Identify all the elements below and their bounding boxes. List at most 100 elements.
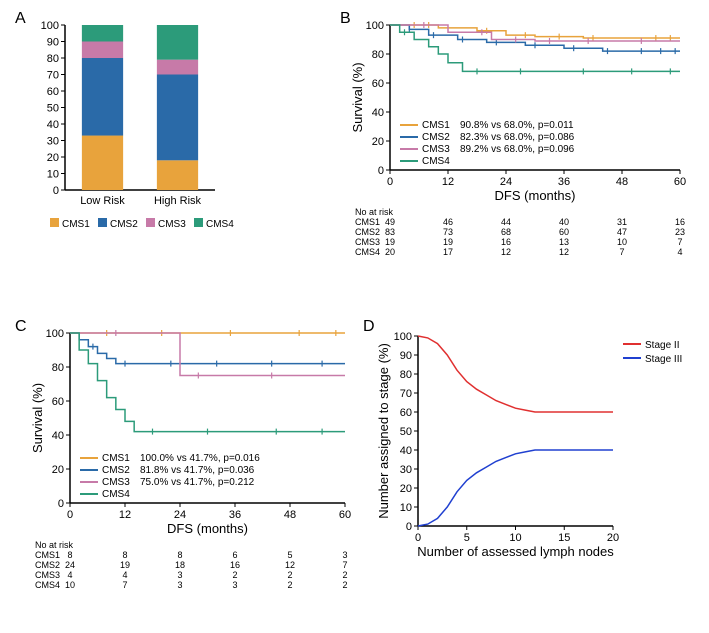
svg-text:20: 20 — [372, 136, 384, 148]
svg-text:DFS (months): DFS (months) — [495, 188, 576, 203]
svg-text:4: 4 — [122, 570, 127, 580]
svg-text:0: 0 — [415, 532, 421, 544]
svg-text:31: 31 — [617, 217, 627, 227]
svg-text:100: 100 — [41, 20, 59, 32]
svg-text:12: 12 — [559, 247, 569, 257]
svg-text:Low Risk: Low Risk — [80, 195, 125, 207]
svg-text:30: 30 — [47, 136, 59, 148]
svg-text:23: 23 — [675, 227, 685, 237]
svg-text:10: 10 — [400, 502, 412, 514]
svg-text:No at risk: No at risk — [35, 540, 74, 550]
svg-text:19: 19 — [443, 237, 453, 247]
svg-text:80: 80 — [400, 369, 412, 381]
svg-text:CMS3: CMS3 — [158, 219, 186, 230]
svg-text:13: 13 — [559, 237, 569, 247]
svg-text:6: 6 — [232, 550, 237, 560]
svg-text:40: 40 — [372, 107, 384, 119]
svg-text:40: 40 — [559, 217, 569, 227]
svg-text:4: 4 — [67, 570, 72, 580]
svg-text:50: 50 — [47, 103, 59, 115]
svg-text:3: 3 — [232, 580, 237, 590]
svg-text:36: 36 — [229, 509, 241, 521]
svg-text:0: 0 — [58, 498, 64, 510]
svg-text:36: 36 — [558, 176, 570, 188]
svg-text:5: 5 — [464, 532, 470, 544]
svg-text:3: 3 — [342, 550, 347, 560]
svg-text:70: 70 — [400, 388, 412, 400]
svg-text:20: 20 — [385, 247, 395, 257]
svg-text:100: 100 — [46, 328, 64, 340]
svg-text:CMS1: CMS1 — [355, 217, 380, 227]
svg-text:15: 15 — [558, 532, 570, 544]
svg-text:2: 2 — [342, 580, 347, 590]
svg-text:7: 7 — [122, 580, 127, 590]
svg-text:70: 70 — [47, 70, 59, 82]
svg-text:17: 17 — [443, 247, 453, 257]
svg-text:3: 3 — [177, 580, 182, 590]
svg-text:CMS3: CMS3 — [35, 570, 60, 580]
figure-container: A 0102030405060708090100Low RiskHigh Ris… — [10, 10, 699, 623]
svg-text:100: 100 — [394, 331, 412, 343]
svg-text:24: 24 — [174, 509, 186, 521]
svg-text:82.3% vs 68.0%, p=0.086: 82.3% vs 68.0%, p=0.086 — [460, 132, 575, 143]
svg-text:47: 47 — [617, 227, 627, 237]
svg-text:CMS3: CMS3 — [102, 477, 130, 488]
svg-text:0: 0 — [387, 176, 393, 188]
svg-text:46: 46 — [443, 217, 453, 227]
panel-a-label: A — [15, 10, 26, 28]
svg-text:10: 10 — [617, 237, 627, 247]
svg-text:49: 49 — [385, 217, 395, 227]
svg-text:90.8% vs 68.0%, p=0.011: 90.8% vs 68.0%, p=0.011 — [460, 120, 574, 131]
svg-text:90: 90 — [47, 37, 59, 49]
svg-text:DFS (months): DFS (months) — [167, 521, 248, 536]
svg-text:2: 2 — [287, 580, 292, 590]
svg-text:No at risk: No at risk — [355, 207, 394, 217]
svg-text:20: 20 — [47, 152, 59, 164]
svg-text:60: 60 — [47, 86, 59, 98]
svg-text:CMS3: CMS3 — [422, 144, 450, 155]
svg-text:100.0% vs 41.7%, p=0.016: 100.0% vs 41.7%, p=0.016 — [140, 453, 260, 464]
svg-text:Number assigned to stage (%): Number assigned to stage (%) — [376, 343, 391, 519]
svg-text:CMS1: CMS1 — [102, 453, 130, 464]
svg-text:5: 5 — [287, 550, 292, 560]
svg-text:20: 20 — [52, 464, 64, 476]
svg-text:CMS4: CMS4 — [422, 156, 450, 167]
svg-text:19: 19 — [385, 237, 395, 247]
svg-text:60: 60 — [372, 78, 384, 90]
svg-text:60: 60 — [339, 509, 351, 521]
svg-text:2: 2 — [232, 570, 237, 580]
svg-text:CMS4: CMS4 — [206, 219, 234, 230]
svg-text:16: 16 — [675, 217, 685, 227]
svg-text:10: 10 — [65, 580, 75, 590]
panel-b-chart: 01224364860020406080100DFS (months)Survi… — [345, 20, 700, 275]
svg-text:60: 60 — [52, 396, 64, 408]
svg-text:CMS2: CMS2 — [355, 227, 380, 237]
svg-text:4: 4 — [677, 247, 682, 257]
svg-text:8: 8 — [122, 550, 127, 560]
svg-text:20: 20 — [400, 483, 412, 495]
svg-text:CMS1: CMS1 — [35, 550, 60, 560]
svg-text:10: 10 — [509, 532, 521, 544]
svg-text:CMS2: CMS2 — [422, 132, 450, 143]
svg-text:60: 60 — [400, 407, 412, 419]
svg-text:12: 12 — [501, 247, 511, 257]
svg-text:8: 8 — [67, 550, 72, 560]
svg-text:8: 8 — [177, 550, 182, 560]
svg-text:High Risk: High Risk — [154, 195, 202, 207]
panel-a-chart: 0102030405060708090100Low RiskHigh RiskC… — [30, 20, 230, 250]
svg-text:CMS1: CMS1 — [62, 219, 90, 230]
svg-text:75.0% vs 41.7%, p=0.212: 75.0% vs 41.7%, p=0.212 — [140, 477, 255, 488]
svg-text:12: 12 — [119, 509, 131, 521]
svg-text:16: 16 — [501, 237, 511, 247]
svg-text:44: 44 — [501, 217, 511, 227]
svg-text:7: 7 — [677, 237, 682, 247]
svg-text:Stage III: Stage III — [645, 354, 682, 365]
svg-text:100: 100 — [366, 20, 384, 32]
svg-text:0: 0 — [406, 521, 412, 533]
svg-text:60: 60 — [674, 176, 686, 188]
svg-text:Survival (%): Survival (%) — [350, 62, 365, 132]
svg-text:50: 50 — [400, 426, 412, 438]
svg-text:81.8% vs 41.7%, p=0.036: 81.8% vs 41.7%, p=0.036 — [140, 465, 255, 476]
svg-text:CMS2: CMS2 — [110, 219, 138, 230]
panel-c-chart: 01224364860020406080100DFS (months)Survi… — [25, 328, 365, 628]
